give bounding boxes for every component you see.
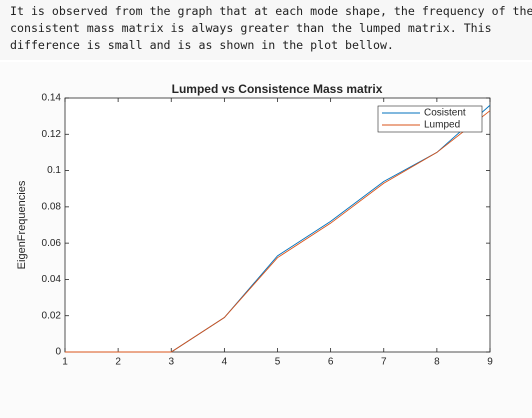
y-tick-label: 0 [55, 347, 61, 358]
text-line: It is observed from the graph that at ea… [10, 4, 532, 18]
y-tick-label: 0.06 [42, 238, 62, 249]
x-tick-label: 6 [328, 357, 334, 368]
x-tick-label: 8 [434, 357, 440, 368]
x-tick-label: 4 [222, 357, 228, 368]
y-tick-label: 0.1 [47, 165, 61, 176]
y-tick-label: 0.08 [42, 201, 62, 212]
x-tick-label: 1 [62, 357, 68, 368]
y-tick-label: 0.14 [42, 93, 62, 104]
y-tick-label: 0.04 [42, 274, 62, 285]
chart-title: Lumped vs Consistence Mass matrix [172, 82, 383, 96]
legend-label: Cosistent [424, 108, 466, 119]
x-tick-label: 3 [168, 357, 174, 368]
legend-box [377, 105, 483, 133]
text-line: difference is small and is as shown in t… [10, 38, 394, 52]
legend-label: Lumped [424, 120, 460, 131]
chart: Lumped vs Consistence Mass matrix EigenF… [0, 62, 532, 418]
text-block: It is observed from the graph that at ea… [0, 0, 532, 60]
y-axis-label: EigenFrequencies [16, 180, 28, 269]
y-tick-label: 0.12 [42, 129, 62, 140]
axes [64, 97, 491, 353]
y-tick-label: 0.02 [42, 310, 62, 321]
x-tick-label: 2 [115, 357, 121, 368]
x-tick-label: 7 [381, 357, 387, 368]
text-line: consistent mass matrix is always greater… [10, 21, 492, 35]
series-line [65, 110, 491, 353]
x-tick-label: 5 [275, 357, 281, 368]
x-tick-label: 9 [487, 357, 493, 368]
